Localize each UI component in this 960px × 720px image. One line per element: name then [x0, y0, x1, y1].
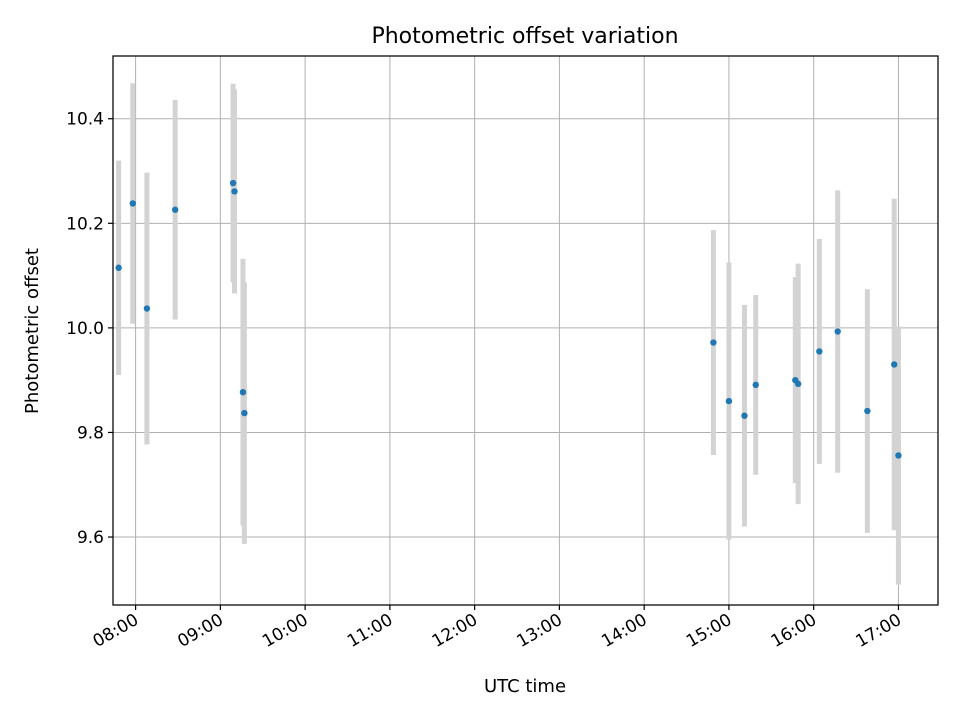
plot-frame — [112, 55, 939, 606]
data-point — [752, 381, 759, 389]
data-point — [171, 206, 179, 213]
y-axis: 9.6 9.8 10.0 10.2 10.4 — [66, 110, 113, 548]
data-point — [895, 452, 902, 459]
data-point — [864, 407, 871, 415]
data-point — [741, 412, 748, 419]
data-point — [229, 179, 237, 187]
data-point — [834, 328, 841, 335]
y-tick-label: 10.2 — [66, 214, 104, 234]
data-point — [891, 361, 898, 368]
data-point — [143, 305, 151, 312]
y-axis-label: Photometric offset — [22, 248, 43, 414]
chart-title: Photometric offset variation — [371, 24, 678, 49]
data-point — [816, 348, 823, 355]
x-axis-label: UTC time — [484, 676, 566, 697]
data-point — [794, 380, 802, 388]
y-tick-label: 10.4 — [66, 110, 104, 130]
data-point — [231, 188, 238, 195]
data-point — [241, 409, 248, 417]
y-tick-label: 9.6 — [77, 528, 104, 548]
data-point — [239, 388, 247, 396]
y-tick-label: 10.0 — [66, 319, 104, 339]
data-point — [129, 200, 136, 207]
data-point — [115, 264, 122, 271]
data-point — [725, 397, 733, 405]
y-tick-label: 9.8 — [77, 423, 104, 443]
data-point — [710, 339, 717, 346]
data-points — [115, 179, 902, 459]
